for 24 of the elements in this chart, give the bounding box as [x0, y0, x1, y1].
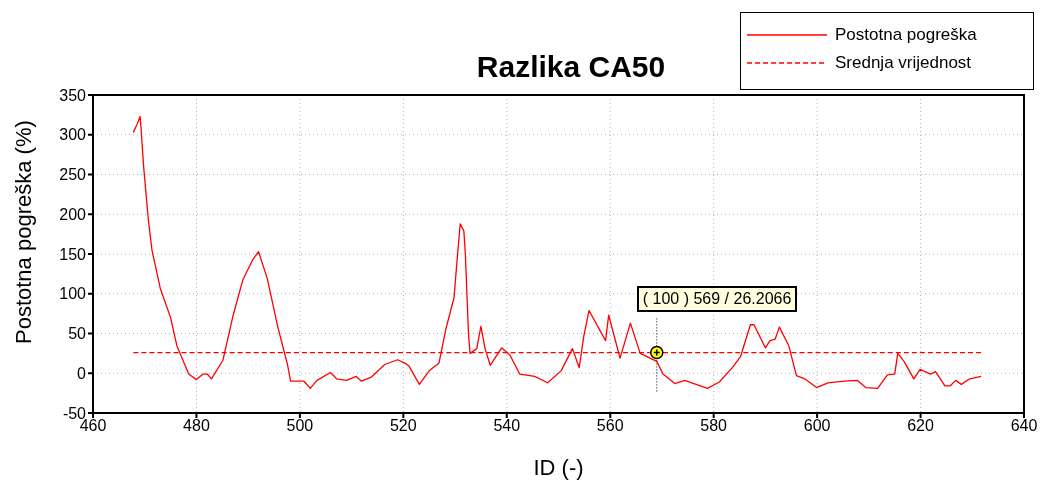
legend-label: Srednja vrijednost — [835, 53, 972, 73]
line-series — [132, 115, 982, 390]
y-tick-label: 250 — [59, 166, 87, 184]
x-tick-label: 560 — [596, 417, 624, 435]
x-tick-label: 540 — [493, 417, 521, 435]
annotation: ( 100 ) 569 / 26.2066 — [636, 286, 798, 313]
y-axis-title: Postotna pogreška (%) — [10, 120, 36, 344]
y-tick-label: 350 — [59, 86, 87, 104]
x-tick-label: 480 — [183, 417, 210, 435]
y-tick-label: 300 — [59, 126, 87, 144]
legend-label: Postotna pogreška — [835, 25, 977, 45]
y-tick-label: 200 — [59, 205, 87, 223]
y-tick-label: 150 — [59, 245, 87, 263]
x-tick-label: 620 — [907, 417, 934, 435]
x-tick-label: 580 — [700, 417, 728, 435]
y-tick-label: 100 — [59, 285, 87, 303]
x-tick-label: 600 — [803, 417, 831, 435]
x-tick-label: 500 — [286, 417, 314, 435]
y-tick-label: 0 — [77, 364, 87, 382]
y-tick-label: 50 — [68, 325, 87, 343]
x-axis-title: ID (-) — [533, 455, 584, 480]
x-tick-label: 640 — [1010, 417, 1038, 435]
x-tick-label: 520 — [389, 417, 417, 435]
chart-title: Razlika CA50 — [476, 50, 666, 83]
